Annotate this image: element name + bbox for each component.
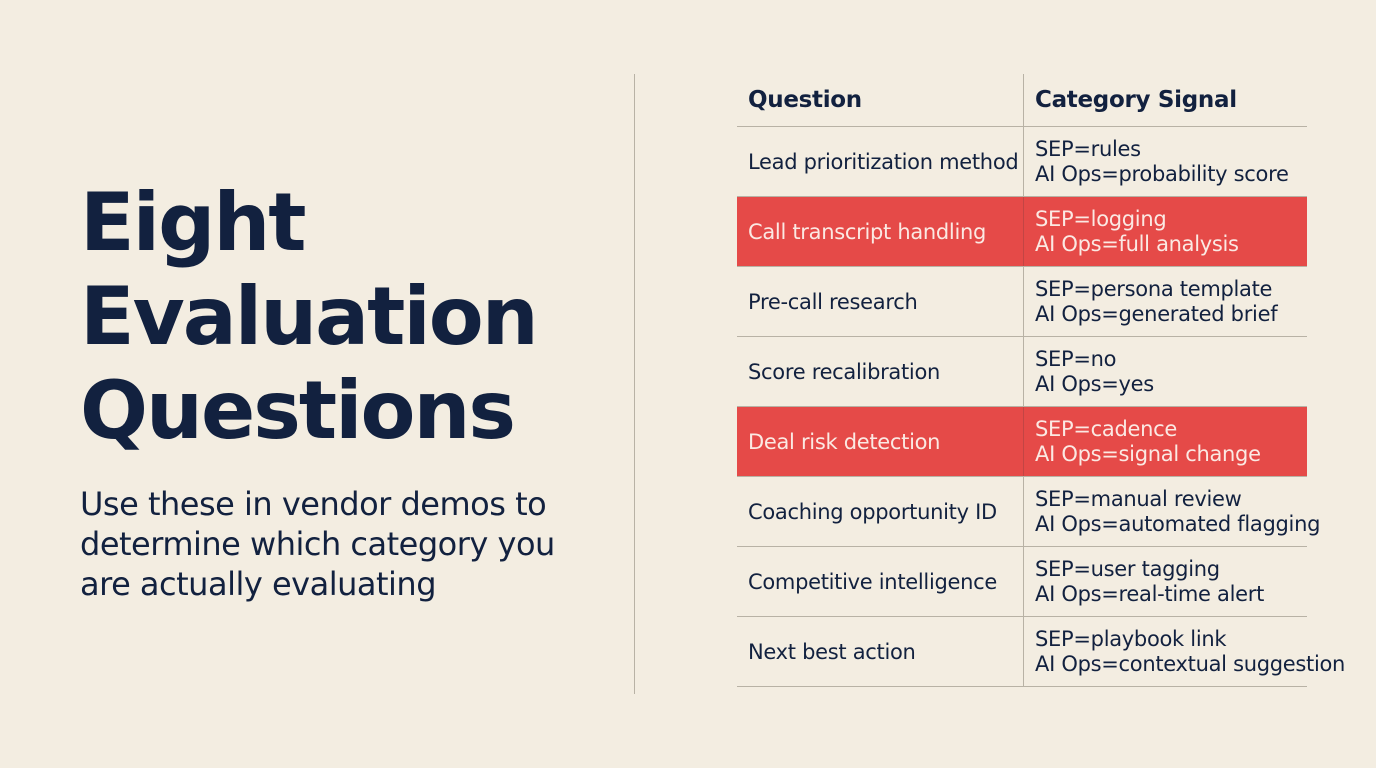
signal-cell: SEP=persona template AI Ops=generated br… — [1024, 267, 1307, 336]
evaluation-table: Question Category Signal Lead prioritiza… — [737, 74, 1346, 687]
title-line-3: Questions — [80, 364, 516, 457]
ai-ops-signal: AI Ops=full analysis — [1035, 231, 1239, 256]
question-cell: Coaching opportunity ID — [737, 477, 1024, 546]
signal-cell: SEP=playbook link AI Ops=contextual sugg… — [1024, 617, 1346, 686]
signal-cell: SEP=cadence AI Ops=signal change — [1024, 407, 1307, 476]
ai-ops-signal: AI Ops=generated brief — [1035, 301, 1278, 326]
table-row: Next best action SEP=playbook link AI Op… — [737, 617, 1346, 687]
sep-signal: SEP=no — [1035, 346, 1117, 371]
sep-signal: SEP=playbook link — [1035, 626, 1227, 651]
ai-ops-signal: AI Ops=automated flagging — [1035, 511, 1321, 536]
title-line-2: Evaluation — [80, 270, 539, 363]
question-cell: Pre-call research — [737, 267, 1024, 336]
signal-cell: SEP=no AI Ops=yes — [1024, 337, 1307, 406]
table-row: Coaching opportunity ID SEP=manual revie… — [737, 477, 1321, 547]
table-row-highlighted: Deal risk detection SEP=cadence AI Ops=s… — [737, 407, 1307, 477]
sep-signal: SEP=manual review — [1035, 486, 1242, 511]
sep-signal: SEP=rules — [1035, 136, 1141, 161]
question-cell: Competitive intelligence — [737, 547, 1024, 616]
page-title: Eight Evaluation Questions — [80, 176, 600, 458]
sep-signal: SEP=persona template — [1035, 276, 1273, 301]
header-category-signal: Category Signal — [1035, 86, 1237, 113]
signal-cell: SEP=rules AI Ops=probability score — [1024, 127, 1307, 196]
signal-cell: SEP=manual review AI Ops=automated flagg… — [1024, 477, 1321, 546]
ai-ops-signal: AI Ops=contextual suggestion — [1035, 651, 1346, 676]
sep-signal: SEP=user tagging — [1035, 556, 1220, 581]
title-line-1: Eight — [80, 176, 307, 269]
signal-cell: SEP=user tagging AI Ops=real-time alert — [1024, 547, 1307, 616]
question-cell: Deal risk detection — [737, 407, 1024, 476]
table-row: Competitive intelligence SEP=user taggin… — [737, 547, 1307, 617]
header-question: Question — [737, 74, 1024, 126]
signal-cell: SEP=logging AI Ops=full analysis — [1024, 197, 1307, 266]
table-row: Pre-call research SEP=persona template A… — [737, 267, 1307, 337]
ai-ops-signal: AI Ops=signal change — [1035, 441, 1261, 466]
sep-signal: SEP=cadence — [1035, 416, 1177, 441]
table-row-highlighted: Call transcript handling SEP=logging AI … — [737, 197, 1307, 267]
question-cell: Lead prioritization method — [737, 127, 1024, 196]
subtitle: Use these in vendor demos to determine w… — [80, 485, 555, 603]
question-cell: Call transcript handling — [737, 197, 1024, 266]
table-row: Score recalibration SEP=no AI Ops=yes — [737, 337, 1307, 407]
ai-ops-signal: AI Ops=probability score — [1035, 161, 1289, 186]
table-row: Lead prioritization method SEP=rules AI … — [737, 127, 1307, 197]
question-cell: Next best action — [737, 617, 1024, 686]
ai-ops-signal: AI Ops=yes — [1035, 371, 1154, 396]
intro-panel: Eight Evaluation Questions Use these in … — [80, 176, 600, 604]
ai-ops-signal: AI Ops=real-time alert — [1035, 581, 1265, 606]
question-cell: Score recalibration — [737, 337, 1024, 406]
vertical-divider — [634, 74, 635, 694]
sep-signal: SEP=logging — [1035, 206, 1167, 231]
table-header-row: Question Category Signal — [737, 74, 1307, 127]
